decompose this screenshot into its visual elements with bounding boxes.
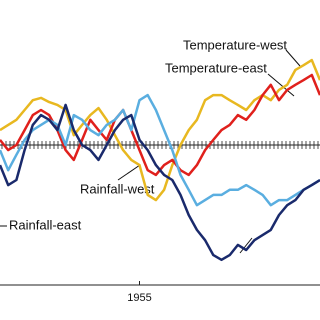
leader-line xyxy=(285,49,301,67)
leader-line xyxy=(117,164,141,181)
legend-label: Temperature-west xyxy=(183,37,287,52)
leader-line xyxy=(267,73,295,97)
legend-label: Temperature-east xyxy=(165,60,267,75)
x-tick-label: 1955 xyxy=(127,292,151,304)
legend-label: Rainfall-west xyxy=(80,181,155,196)
series-line xyxy=(0,93,320,207)
leader-line xyxy=(239,237,253,254)
legend-label: Rainfall-east xyxy=(9,217,82,232)
series-line xyxy=(0,58,320,202)
series-line xyxy=(0,103,320,262)
series-line xyxy=(0,73,320,177)
